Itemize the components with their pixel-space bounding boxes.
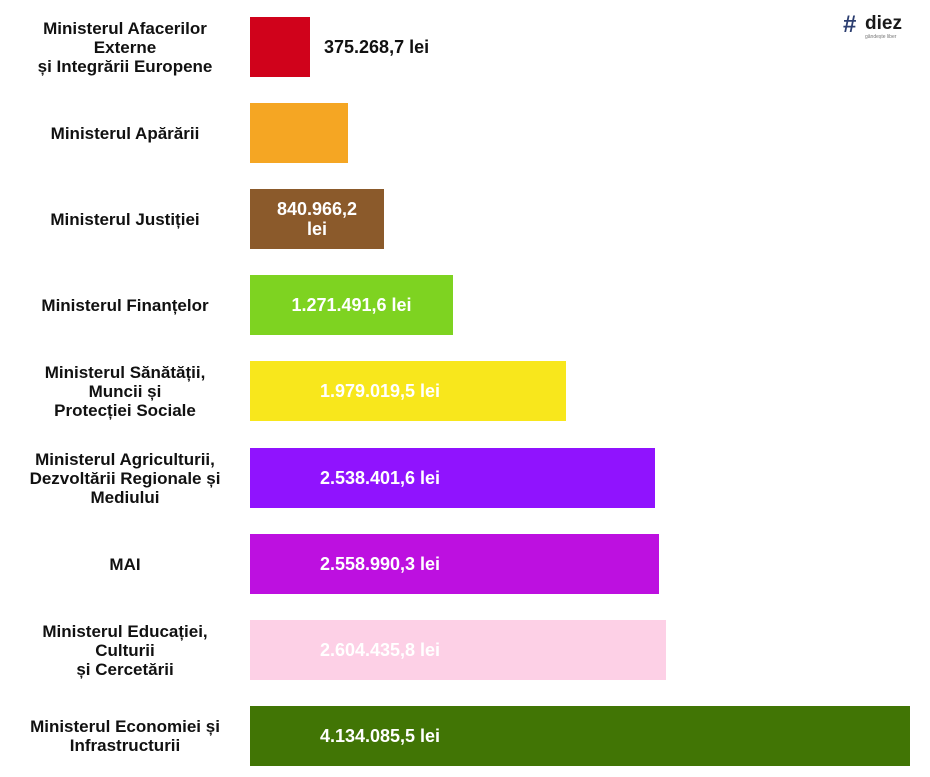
category-label: Ministerul Economiei și Infrastructurii bbox=[30, 717, 220, 755]
value-label: 1.271.491,6 lei bbox=[291, 295, 412, 315]
diez-logo: # diez gândește liber bbox=[843, 12, 923, 42]
value-label: 840.966,2 lei bbox=[276, 199, 358, 239]
bar bbox=[250, 103, 348, 163]
bar bbox=[250, 275, 453, 335]
bar bbox=[250, 17, 310, 77]
value-label: 375.268,7 lei bbox=[324, 37, 430, 57]
category-label: Ministerul Finanțelor bbox=[41, 295, 209, 315]
bar bbox=[250, 706, 910, 766]
category-label: Ministerul Educației, Culturii și Cercet… bbox=[42, 621, 208, 679]
bar bbox=[250, 361, 566, 421]
bar bbox=[250, 189, 384, 249]
bar bbox=[250, 620, 666, 680]
value-label: 616.421,2 lei bbox=[362, 113, 443, 153]
category-label: Ministerul Sănătății, Muncii și Protecți… bbox=[44, 362, 206, 420]
category-label: Ministerul Justiției bbox=[50, 209, 200, 229]
bar bbox=[250, 534, 659, 594]
hash-icon: # bbox=[843, 11, 857, 38]
category-label: MAI bbox=[109, 554, 141, 574]
category-label: Ministerul Afacerilor Externe și Integră… bbox=[37, 18, 213, 76]
value-label: 2.604.435,8 lei bbox=[319, 640, 441, 660]
value-label: 4.134.085,5 lei bbox=[319, 726, 441, 746]
value-label: 1.979.019,5 lei bbox=[319, 381, 441, 401]
category-label: Ministerul Agriculturii, Dezvoltării Reg… bbox=[29, 449, 221, 507]
logo-tagline: gândește liber bbox=[865, 34, 897, 40]
value-label: 2.538.401,6 lei bbox=[319, 468, 441, 488]
logo-wordmark: diez bbox=[865, 13, 902, 34]
category-label: Ministerul Apărării bbox=[50, 123, 200, 143]
value-label: 2.558.990,3 lei bbox=[319, 554, 441, 574]
bar bbox=[250, 448, 655, 508]
